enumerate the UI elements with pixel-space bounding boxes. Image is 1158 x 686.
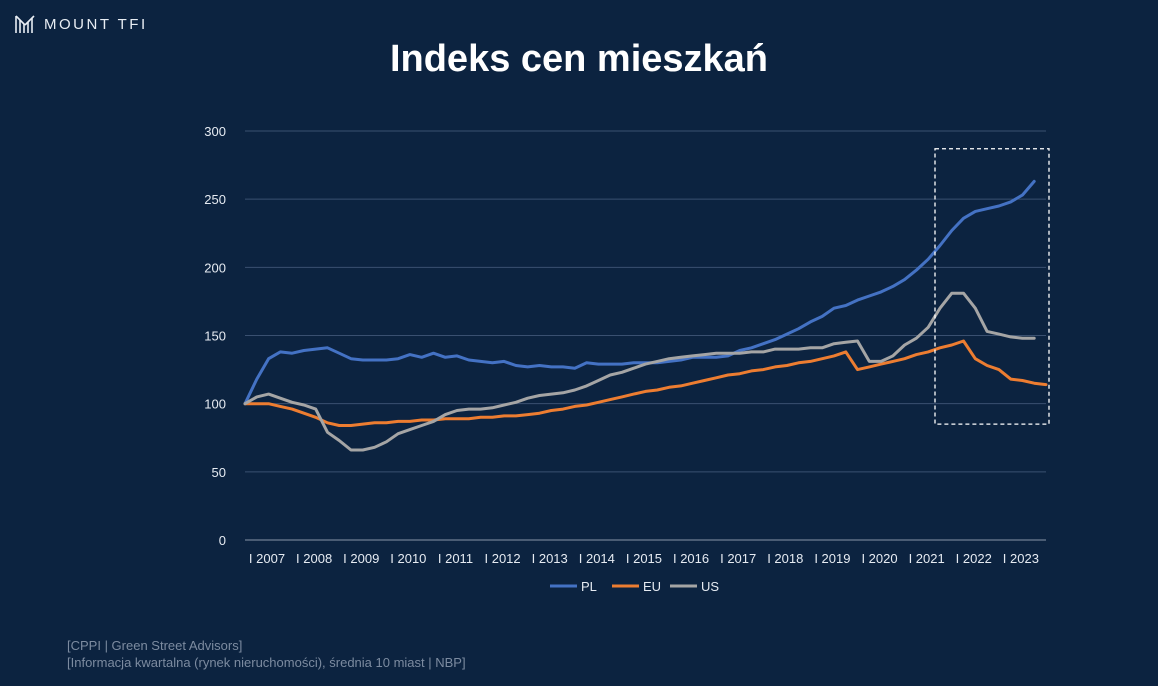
x-tick-label: I 2020 (861, 551, 897, 566)
highlight-rect (934, 148, 1050, 425)
chart-series (243, 179, 1048, 452)
sources-note: [CPPI | Green Street Advisors] [Informac… (67, 637, 466, 671)
x-tick-label: I 2018 (767, 551, 803, 566)
y-tick-label: 200 (204, 260, 226, 275)
y-axis-ticks: 0 50 100 150 200 250 300 (204, 124, 226, 548)
mount-logo-icon (15, 15, 35, 33)
highlight-box (934, 148, 1050, 425)
y-tick-label: 250 (204, 192, 226, 207)
series-line-pl (243, 179, 1036, 406)
series-line-eu (243, 339, 1048, 427)
x-tick-label: I 2022 (956, 551, 992, 566)
x-tick-label: I 2008 (296, 551, 332, 566)
series-line-us (243, 291, 1036, 452)
y-tick-label: 150 (204, 329, 226, 344)
x-tick-label: I 2017 (720, 551, 756, 566)
source-line-1: [CPPI | Green Street Advisors] (67, 638, 243, 653)
legend-label-pl: PL (581, 579, 597, 594)
x-tick-label: I 2013 (532, 551, 568, 566)
legend-label-us: US (701, 579, 719, 594)
y-tick-label: 50 (212, 465, 226, 480)
y-tick-label: 0 (219, 533, 226, 548)
y-tick-label: 100 (204, 397, 226, 412)
brand-name: MOUNT TFI (44, 15, 148, 33)
x-tick-label: I 2015 (626, 551, 662, 566)
source-line-2: [Informacja kwartalna (rynek nieruchomoś… (67, 655, 466, 670)
x-tick-label: I 2023 (1003, 551, 1039, 566)
chart-legend: PL EU US (550, 579, 719, 594)
brand-logo: MOUNT TFI (14, 14, 148, 34)
page-title: Indeks cen mieszkań (389, 38, 769, 80)
x-tick-label: I 2011 (438, 551, 473, 566)
x-tick-label: I 2007 (249, 551, 285, 566)
x-tick-label: I 2012 (485, 551, 521, 566)
x-tick-label: I 2019 (814, 551, 850, 566)
x-tick-label: I 2016 (673, 551, 709, 566)
y-tick-label: 300 (204, 124, 226, 139)
x-tick-label: I 2009 (343, 551, 379, 566)
x-tick-label: I 2021 (909, 551, 945, 566)
x-tick-label: I 2010 (390, 551, 426, 566)
chart-grid (245, 130, 1046, 541)
x-axis-ticks: I 2007 I 2008 I 2009 I 2010 I 2011 I 2012 I 20… (249, 551, 1039, 566)
legend-label-eu: EU (643, 579, 661, 594)
x-tick-label: I 2014 (579, 551, 615, 566)
